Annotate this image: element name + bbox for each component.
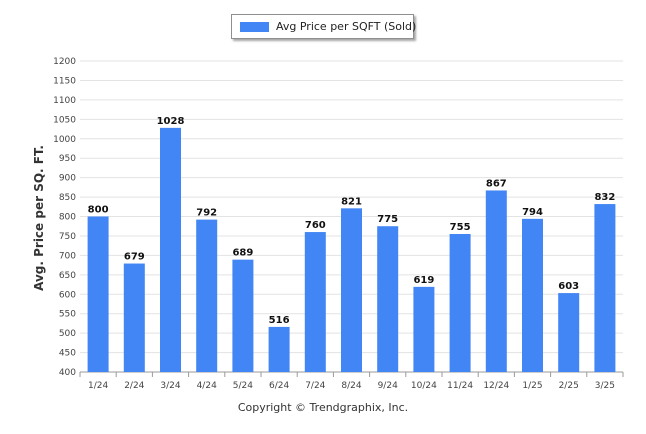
data-label: 755: [450, 222, 471, 233]
y-tick-label: 800: [59, 213, 76, 223]
x-tick-label: 4/24: [197, 381, 217, 391]
data-label: 689: [232, 248, 253, 259]
legend-label: Avg Price per SQFT (Sold): [276, 20, 417, 33]
y-tick-label: 1050: [53, 115, 76, 125]
data-label: 821: [341, 196, 362, 207]
y-tick-label: 850: [59, 193, 76, 203]
x-tick-label: 2/25: [559, 381, 579, 391]
bar: [160, 127, 181, 373]
y-tick-label: 500: [59, 329, 76, 339]
bar: [413, 286, 435, 372]
x-tick-label: 12/24: [483, 381, 509, 391]
bar: [341, 208, 362, 372]
data-label: 792: [196, 208, 217, 219]
data-label: 760: [305, 220, 326, 231]
x-tick-label: 6/24: [269, 381, 289, 391]
y-tick-label: 400: [59, 368, 76, 378]
y-axis-title: Avg. Price per SQ. FT.: [32, 145, 46, 291]
x-tick-label: 1/25: [522, 381, 542, 391]
data-label: 679: [124, 252, 145, 263]
bar: [268, 326, 290, 372]
y-tick-label: 950: [59, 154, 76, 164]
legend: Avg Price per SQFT (Sold): [231, 14, 417, 39]
x-tick-label: 2/24: [124, 381, 144, 391]
x-tick-label: 8/24: [341, 381, 361, 391]
bar: [232, 259, 254, 372]
bar: [558, 293, 580, 372]
x-tick-label: 3/25: [595, 381, 615, 391]
copyright-footer: Copyright © Trendgraphix, Inc.: [237, 401, 409, 414]
bar: [87, 216, 109, 372]
y-tick-label: 1000: [53, 135, 76, 145]
legend-swatch: [240, 22, 269, 32]
y-tick-label: 1100: [53, 96, 76, 106]
x-tick-label: 5/24: [233, 381, 253, 391]
y-tick-label: 600: [59, 290, 76, 300]
x-tick-label: 10/24: [411, 381, 437, 391]
y-tick-label: 900: [59, 174, 76, 184]
data-label: 603: [558, 281, 579, 292]
x-tick-label: 9/24: [378, 381, 398, 391]
bar: [522, 218, 543, 372]
x-tick-label: 1/24: [88, 381, 108, 391]
x-tick-label: 11/24: [447, 381, 473, 391]
bar: [196, 219, 218, 372]
y-tick-label: 1150: [53, 76, 76, 86]
data-label: 867: [486, 178, 507, 189]
y-tick-label: 550: [59, 310, 76, 320]
bar: [485, 190, 507, 372]
y-tick-label: 1200: [53, 57, 76, 67]
data-label: 794: [522, 207, 543, 218]
y-tick-label: 450: [59, 349, 76, 359]
bar: [123, 263, 145, 372]
bar: [449, 233, 471, 372]
bar: [304, 232, 326, 372]
x-tick-label: 3/24: [160, 381, 180, 391]
data-label: 832: [594, 192, 615, 203]
bar: [594, 204, 616, 372]
data-label: 516: [269, 315, 290, 326]
data-label: 775: [377, 214, 398, 225]
y-tick-label: 700: [59, 251, 76, 261]
y-tick-label: 650: [59, 271, 76, 281]
data-label: 800: [88, 205, 109, 216]
data-label: 1028: [157, 116, 185, 127]
y-tick-label: 750: [59, 232, 76, 242]
x-tick-label: 7/24: [305, 381, 325, 391]
data-label: 619: [413, 275, 434, 286]
bar: [377, 226, 399, 372]
